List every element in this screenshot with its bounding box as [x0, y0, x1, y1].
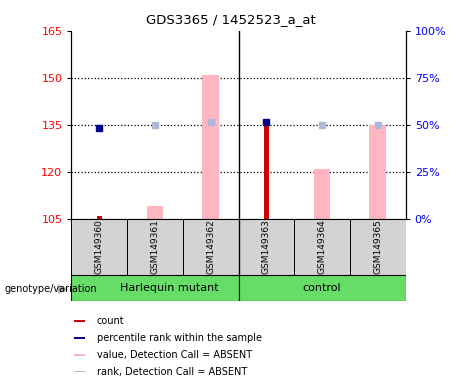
Text: rank, Detection Call = ABSENT: rank, Detection Call = ABSENT	[97, 367, 247, 377]
Bar	[238, 219, 294, 275]
Text: Harlequin mutant: Harlequin mutant	[119, 283, 218, 293]
Bar	[96, 216, 102, 219]
Text: genotype/variation: genotype/variation	[5, 284, 97, 294]
Bar	[238, 275, 406, 301]
Text: GSM149360: GSM149360	[95, 219, 104, 274]
Bar	[74, 354, 85, 356]
Bar	[202, 74, 219, 219]
Bar	[74, 337, 85, 339]
Text: value, Detection Call = ABSENT: value, Detection Call = ABSENT	[97, 350, 252, 360]
Bar	[350, 219, 406, 275]
Bar	[127, 219, 183, 275]
Bar	[147, 206, 163, 219]
Text: count: count	[97, 316, 124, 326]
Bar	[294, 219, 350, 275]
Text: percentile rank within the sample: percentile rank within the sample	[97, 333, 262, 343]
Text: GSM149361: GSM149361	[150, 219, 160, 274]
Bar	[264, 122, 269, 219]
Polygon shape	[58, 285, 68, 294]
Text: GDS3365 / 1452523_a_at: GDS3365 / 1452523_a_at	[146, 13, 315, 26]
Bar	[314, 169, 331, 219]
Bar	[71, 275, 239, 301]
Bar	[71, 219, 127, 275]
Bar	[183, 219, 238, 275]
Text: GSM149364: GSM149364	[318, 219, 327, 274]
Text: GSM149363: GSM149363	[262, 219, 271, 274]
Bar	[369, 125, 386, 219]
Bar	[74, 320, 85, 322]
Text: control: control	[303, 283, 342, 293]
Text: GSM149365: GSM149365	[373, 219, 382, 274]
Bar	[74, 371, 85, 372]
Text: GSM149362: GSM149362	[206, 219, 215, 274]
